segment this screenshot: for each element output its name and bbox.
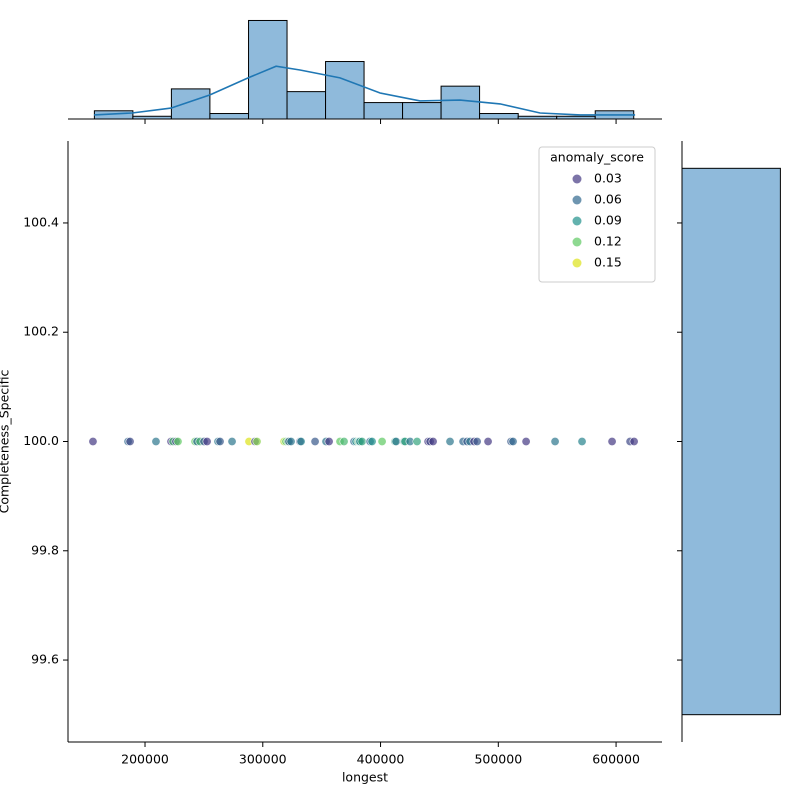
legend-marker — [572, 237, 582, 247]
x-tick-label: 400000 — [357, 752, 405, 767]
legend-box — [538, 146, 656, 283]
scatter-point — [629, 436, 639, 446]
histogram-bar — [209, 113, 250, 120]
legend-marker — [572, 174, 582, 184]
histogram-bar — [479, 113, 519, 120]
x-axis-label: longest — [342, 770, 388, 785]
scatter-point — [324, 436, 334, 446]
legend-label: 0.09 — [594, 213, 622, 228]
scatter-point — [88, 436, 98, 446]
x-tick-label: 600000 — [592, 752, 640, 767]
legend-label: 0.12 — [594, 234, 622, 249]
scatter-point — [508, 436, 518, 446]
scatter-point — [577, 436, 587, 446]
histogram-bar — [402, 102, 442, 120]
scatter-point — [550, 436, 560, 446]
histogram-bar — [325, 61, 365, 120]
y-tick-label: 99.6 — [31, 652, 59, 667]
legend-marker — [572, 216, 582, 226]
legend-label: 0.15 — [594, 255, 622, 270]
x-tick-label: 300000 — [239, 752, 287, 767]
scatter-point — [339, 436, 349, 446]
scatter-point — [357, 436, 367, 446]
histogram-bar — [170, 88, 211, 120]
legend-label: 0.03 — [594, 171, 622, 186]
y-axis-label: Completeness_Specific — [0, 369, 12, 513]
scatter-point — [310, 436, 320, 446]
y-tick-label: 100.2 — [23, 324, 59, 339]
scatter-point — [202, 436, 212, 446]
scatter-point — [125, 436, 135, 446]
y-tick-label: 99.8 — [31, 542, 59, 557]
scatter-point — [296, 436, 306, 446]
histogram-bar — [440, 85, 481, 120]
scatter-point — [428, 436, 438, 446]
y-tick-label: 100.0 — [23, 433, 59, 448]
scatter-point — [607, 436, 617, 446]
kde-line — [93, 65, 636, 116]
scatter-point — [286, 436, 296, 446]
histogram-bar — [286, 91, 327, 120]
scatter-point — [227, 436, 237, 446]
scatter-point — [151, 436, 161, 446]
scatter-point — [252, 436, 262, 446]
legend-marker — [572, 258, 582, 268]
histogram-bar — [681, 167, 781, 716]
x-tick-label: 500000 — [474, 752, 522, 767]
y-tick-label: 100.4 — [23, 214, 59, 229]
x-tick-label: 200000 — [121, 752, 169, 767]
scatter-point — [215, 436, 225, 446]
scatter-point — [521, 436, 531, 446]
legend-label: 0.06 — [594, 192, 622, 207]
scatter-point — [377, 436, 387, 446]
histogram-bar — [363, 102, 404, 120]
scatter-point — [367, 436, 377, 446]
scatter-point — [391, 436, 401, 446]
scatter-point — [445, 436, 455, 446]
scatter-point — [483, 436, 493, 446]
legend-title: anomaly_score — [550, 150, 644, 165]
scatter-point — [412, 436, 422, 446]
legend-marker — [572, 195, 582, 205]
scatter-point — [173, 436, 183, 446]
scatter-point — [472, 436, 482, 446]
